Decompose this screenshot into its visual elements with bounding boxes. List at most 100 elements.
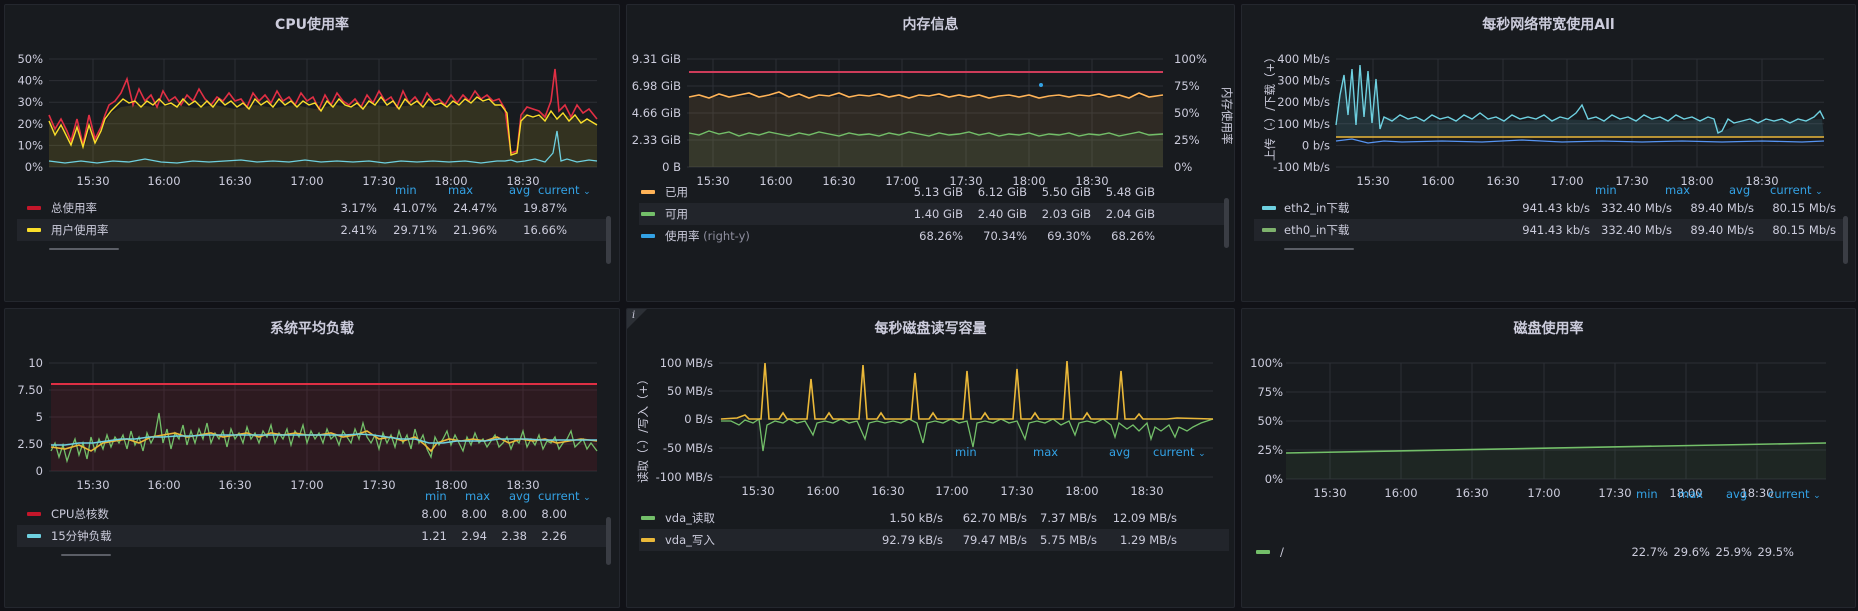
legend-min: 3.17% — [340, 201, 377, 215]
series-name: vda_读取 — [665, 511, 715, 525]
series-name: eth0_in下载 — [1284, 223, 1350, 237]
panel-memory-info[interactable]: 内存信息 9.31 GiB 6.98 GiB 4.66 GiB 2.33 GiB… — [626, 4, 1235, 302]
x-tick: 17:00 — [290, 478, 323, 492]
panel-system-load[interactable]: 系统平均负载 10 7.50 5 2.50 0 15:30 16:00 — [4, 308, 620, 608]
legend-row[interactable]: 15分钟负载 1.21 2.94 2.38 2.26 — [17, 525, 607, 547]
x-tick: 18:30 — [1075, 174, 1108, 188]
legend-scrollbar[interactable] — [606, 517, 611, 565]
legend-col-max[interactable]: max — [448, 183, 474, 197]
legend-col-current[interactable]: current ⌄ — [1768, 487, 1821, 501]
disk-usage-chart[interactable]: 100% 75% 50% 25% 0% 15:30 16:00 16:30 17… — [1242, 339, 1855, 539]
series-system-usage — [48, 130, 598, 164]
x-tick: 18:00 — [434, 174, 467, 188]
legend-col-min[interactable]: min — [955, 445, 977, 459]
series-available-area — [689, 133, 1163, 167]
legend-col-avg[interactable]: avg — [1726, 487, 1748, 501]
y-tick: 2.50 — [17, 437, 43, 451]
x-tick: 18:00 — [1680, 174, 1713, 188]
legend-col-max[interactable]: max — [1678, 487, 1704, 501]
legend-row[interactable]: eth2_in下载 941.43 kb/s 332.40 Mb/s 89.40 … — [1254, 197, 1844, 219]
legend-row[interactable]: CPU总核数 8.00 8.00 8.00 8.00 — [17, 503, 607, 525]
x-tick: 17:30 — [949, 174, 982, 188]
x-tick: 16:30 — [871, 484, 904, 498]
legend-row[interactable]: 用户使用率 2.41% 29.71% 21.96% 16.66% — [17, 219, 607, 241]
x-tick: 18:30 — [506, 174, 539, 188]
legend-col-avg[interactable]: avg — [1109, 445, 1131, 459]
legend-avg: 2.38 — [501, 529, 527, 543]
network-chart[interactable]: 上传（-）/下载（+） 400 Mb/s 300 Mb/s 200 Mb/s 1… — [1242, 35, 1855, 235]
series-name: 已用 — [665, 181, 688, 203]
legend-min: 5.13 GiB — [913, 185, 963, 199]
series-name: 总使用率 — [51, 201, 97, 215]
legend-row[interactable]: vda_读取 1.50 kB/s 62.70 MB/s 7.37 MB/s 12… — [639, 507, 1229, 529]
x-tick: 16:00 — [1421, 174, 1454, 188]
cpu-usage-chart[interactable]: 50% 40% 30% 20% 10% 0% 15:30 16:00 16:30… — [5, 35, 619, 235]
legend-row[interactable]: 已用 5.13 GiB 6.12 GiB 5.50 GiB 5.48 GiB — [639, 181, 1229, 203]
legend-col-min[interactable]: min — [425, 489, 447, 503]
panel-cpu-usage[interactable]: CPU使用率 50% 40% 30% 20% 10% 0% 15:30 — [4, 4, 620, 302]
panel-disk-io[interactable]: i 每秒磁盘读写容量 读取（-）/写入（+） 100 MB/s 50 MB/s … — [626, 308, 1235, 608]
y-tick: 400 Mb/s — [1277, 52, 1330, 66]
y-tick: 200 Mb/s — [1277, 95, 1330, 109]
series-name: eth2_in下载 — [1284, 201, 1350, 215]
panel-disk-usage[interactable]: 磁盘使用率 100% 75% 50% 25% 0% 15:30 16:00 — [1241, 308, 1856, 608]
x-tick: 17:30 — [1598, 486, 1631, 500]
x-tick: 16:00 — [759, 174, 792, 188]
legend-row[interactable]: 使用率 (right-y) 68.26% 70.34% 69.30% 68.26… — [639, 225, 1229, 247]
legend-row[interactable]: eth0_in下载 941.43 kb/s 332.40 Mb/s 89.40 … — [1254, 219, 1844, 241]
series-name-text: 使用率 — [665, 229, 700, 243]
y-tick: 2.33 GiB — [632, 133, 681, 147]
series-color-swatch — [27, 512, 41, 516]
panel-network-bandwidth[interactable]: 每秒网络带宽使用All 上传（-）/下载（+） 400 Mb/s 300 Mb/… — [1241, 4, 1856, 302]
grid — [1336, 58, 1824, 168]
y-tick: 25% — [1257, 443, 1283, 457]
legend-col-min[interactable]: min — [1636, 487, 1658, 501]
legend-col-avg[interactable]: avg — [509, 489, 531, 503]
sort-chevron-down-icon: ⌄ — [583, 493, 591, 503]
legend-row[interactable]: 可用 1.40 GiB 2.40 GiB 2.03 GiB 2.04 GiB — [639, 203, 1229, 225]
legend-min: 1.50 kB/s — [889, 511, 943, 525]
series-name: CPU总核数 — [51, 507, 109, 521]
x-tick: 17:30 — [362, 478, 395, 492]
series-eth0-out — [1335, 138, 1825, 144]
disk-io-chart[interactable]: 读取（-）/写入（+） 100 MB/s 50 MB/s 0 B/s -50 M… — [627, 339, 1234, 539]
x-tick: 15:30 — [1313, 486, 1346, 500]
panel-title: CPU使用率 — [275, 17, 349, 33]
legend-current: 2.26 — [541, 529, 567, 543]
legend-col-current[interactable]: current ⌄ — [1770, 183, 1823, 197]
legend-scrollbar[interactable] — [606, 216, 611, 264]
x-tick: 17:00 — [935, 484, 968, 498]
legend-scrollbar[interactable] — [1843, 216, 1848, 264]
y-tick: 100 MB/s — [660, 356, 713, 370]
legend-col-current[interactable]: current ⌄ — [1153, 445, 1206, 459]
legend-row[interactable]: 总使用率 3.17% 41.07% 24.47% 19.87% — [17, 197, 607, 219]
legend-current: 12.09 MB/s — [1112, 511, 1177, 525]
x-tick: 18:00 — [1669, 486, 1702, 500]
legend-col-min[interactable]: min — [395, 183, 417, 197]
series-vda-write — [720, 360, 1214, 420]
legend-col-avg[interactable]: avg — [509, 183, 531, 197]
legend-col-max[interactable]: max — [1665, 183, 1691, 197]
legend-row[interactable]: vda_写入 92.79 kB/s 79.47 MB/s 5.75 MB/s 1… — [639, 529, 1229, 551]
memory-chart[interactable]: 9.31 GiB 6.98 GiB 4.66 GiB 2.33 GiB 0 B … — [627, 35, 1234, 235]
series-eth2-in-area — [1336, 65, 1824, 137]
system-load-chart[interactable]: 10 7.50 5 2.50 0 15:30 16:00 16:30 17:00… — [5, 339, 619, 539]
legend-col-avg[interactable]: avg — [1729, 183, 1751, 197]
series-color-swatch — [1262, 228, 1276, 232]
x-axis-ticks: 15:30 16:00 16:30 17:00 17:30 18:00 18:3… — [696, 174, 1108, 188]
legend-col-min[interactable]: min — [1595, 183, 1617, 197]
legend-scrollbar[interactable] — [1224, 198, 1229, 248]
legend-col-current[interactable]: current ⌄ — [538, 183, 591, 197]
series-color-swatch — [27, 206, 41, 210]
legend-row[interactable]: / 22.7% 29.6% 25.9% 29.5% — [1254, 541, 1844, 563]
legend-current: 5.48 GiB — [1105, 185, 1155, 199]
legend-col-current[interactable]: current ⌄ — [538, 489, 591, 503]
y-tick: 50 MB/s — [667, 384, 713, 398]
legend-col-max[interactable]: max — [1033, 445, 1059, 459]
x-tick: 18:00 — [1065, 484, 1098, 498]
legend-col-max[interactable]: max — [465, 489, 491, 503]
series-user-usage-area — [49, 101, 597, 167]
legend-avg: 69.30% — [1047, 229, 1091, 243]
legend-min: 941.43 kb/s — [1522, 223, 1590, 237]
sort-chevron-down-icon: ⌄ — [1815, 187, 1823, 197]
